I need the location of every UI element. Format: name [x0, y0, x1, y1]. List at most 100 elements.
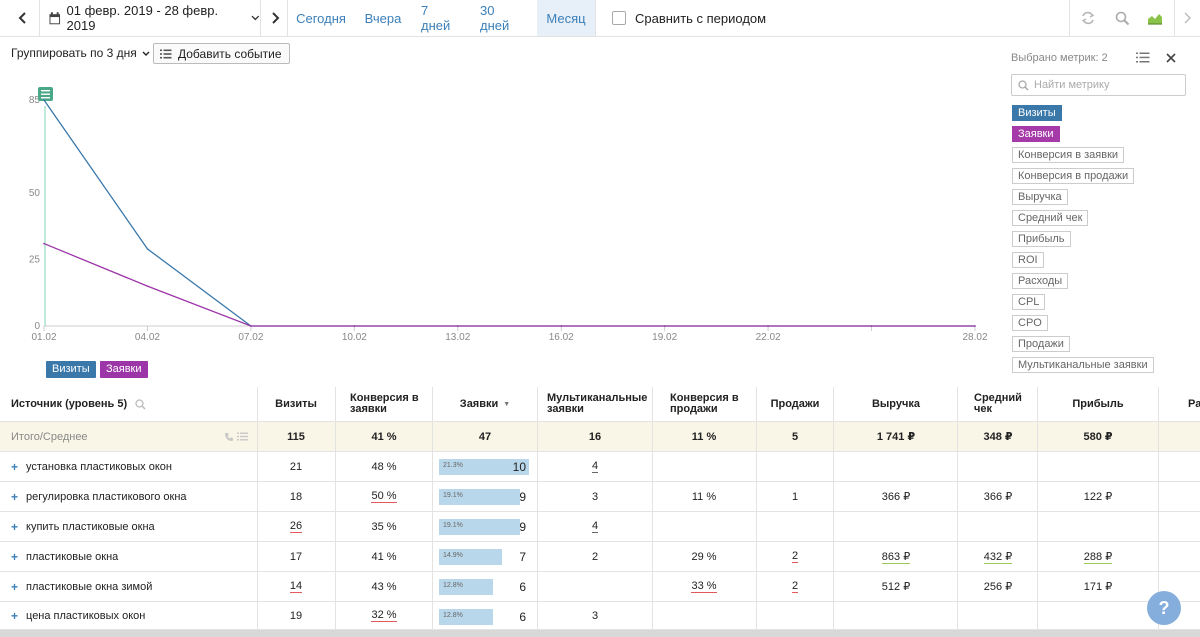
search-icon[interactable]	[135, 398, 146, 410]
chart-view-button[interactable]	[1145, 0, 1165, 36]
search-button[interactable]	[1112, 0, 1132, 36]
close-metrics-button[interactable]	[1166, 51, 1176, 66]
metric-chip[interactable]: Конверсия в заявки	[1012, 147, 1125, 163]
cell-avg_check	[958, 602, 1038, 629]
column-divider	[1037, 387, 1038, 630]
table-row[interactable]: + регулировка пластикового окна 18 50 % 3 11 …	[0, 482, 1200, 512]
metric-chip[interactable]: Средний чек	[1012, 210, 1089, 226]
header-requests[interactable]: Заявки ▼	[459, 397, 511, 410]
cell-profit: 122 ₽	[1083, 491, 1113, 503]
next-period-button[interactable]	[262, 0, 288, 36]
table-row[interactable]: + установка пластиковых окон 21 48 % 4 21.3% 1…	[0, 452, 1200, 482]
legend-requests[interactable]: Заявки	[100, 361, 148, 378]
requests-bar-cell: 14.9% 7	[439, 549, 529, 565]
expand-icon[interactable]: +	[11, 608, 19, 623]
expand-icon[interactable]: +	[11, 549, 19, 564]
prev-period-button[interactable]	[10, 0, 36, 36]
series-line-visits	[43, 99, 975, 327]
group-by-dropdown[interactable]: Группировать по 3 дня	[11, 46, 150, 60]
header-conversion-requests[interactable]: Конверсия в заявки	[350, 392, 419, 415]
table-row[interactable]: + цена пластиковых окон 19 32 % 3 12.8% 6	[0, 602, 1200, 630]
metric-chip[interactable]: Заявки	[1012, 126, 1060, 142]
cell-profit	[1038, 602, 1158, 629]
expand-icon[interactable]: +	[11, 519, 19, 534]
header-conversion-sales[interactable]: Конверсия в продажи	[670, 392, 739, 415]
compare-checkbox[interactable]	[612, 11, 626, 25]
source-cell[interactable]: + установка пластиковых окон	[11, 452, 172, 481]
metric-chip[interactable]: Продажи	[1012, 336, 1070, 352]
divider	[595, 0, 596, 36]
metric-chip[interactable]: Выручка	[1012, 189, 1068, 205]
period-7-days-button[interactable]: 7 дней	[421, 3, 451, 33]
legend-visits[interactable]: Визиты	[46, 361, 96, 378]
requests-bar-cell: 19.1% 9	[439, 519, 529, 535]
source-cell[interactable]: + купить пластиковые окна	[11, 512, 155, 541]
requests-value: 9	[519, 520, 526, 534]
header-average-check[interactable]: Средний чек	[974, 392, 1022, 415]
event-flag-line	[41, 93, 50, 95]
horizontal-scrollbar[interactable]	[0, 630, 1200, 637]
expand-icon[interactable]: +	[11, 579, 19, 594]
header-cut-off[interactable]: Ра	[1188, 397, 1200, 410]
source-cell[interactable]: + регулировка пластикового окна	[11, 482, 187, 511]
divider	[287, 0, 288, 36]
cell-conv_req: 43 %	[371, 580, 397, 593]
add-event-button[interactable]: Добавить событие	[153, 43, 290, 64]
table-row[interactable]: + купить пластиковые окна 26 35 % 4 19.1% 9	[0, 512, 1200, 542]
metrics-menu-button[interactable]	[1136, 51, 1150, 66]
source-cell[interactable]: + цена пластиковых окон	[11, 602, 145, 629]
data-point	[146, 285, 149, 287]
compare-label: Сравнить с периодом	[635, 10, 767, 26]
requests-bar-cell: 12.8% 6	[439, 579, 529, 595]
period-30-days-button[interactable]: 30 дней	[480, 3, 510, 33]
table-row[interactable]: + пластиковые окна 17 41 % 2 29 % 2 863 ₽ 432 ₽ 2…	[0, 542, 1200, 572]
header-source[interactable]: Источник (уровень 5)	[11, 387, 146, 421]
requests-value: 6	[519, 610, 526, 624]
source-cell[interactable]: + пластиковые окна зимой	[11, 572, 152, 601]
metric-chip[interactable]: Расходы	[1012, 273, 1069, 289]
metric-chip[interactable]: Визиты	[1012, 105, 1062, 121]
total-row-tools[interactable]	[224, 422, 248, 451]
more-button[interactable]	[1180, 0, 1196, 36]
toolbar: 01 февр. 2019 - 28 февр. 2019 Сегодня Вч…	[0, 0, 1200, 37]
expand-icon[interactable]: +	[11, 489, 19, 504]
header-sales[interactable]: Продажи	[770, 397, 820, 410]
help-button[interactable]: ?	[1147, 591, 1181, 625]
column-divider	[756, 387, 757, 630]
source-cell[interactable]: + пластиковые окна	[11, 542, 118, 571]
table-row[interactable]: + пластиковые окна зимой 14 43 % 33 % 2 512 ₽ 2…	[0, 572, 1200, 602]
metric-chip[interactable]: Мультиканальные заявки	[1012, 357, 1154, 373]
cell-multi	[538, 572, 652, 601]
total-multichannel: 16	[588, 430, 602, 443]
metric-search-placeholder: Найти метрику	[1034, 79, 1110, 91]
cell-conv_req: 48 %	[371, 460, 397, 473]
cell-sales: 2	[791, 550, 799, 563]
data-point	[353, 325, 356, 327]
metric-chip[interactable]: CPL	[1012, 294, 1046, 310]
expand-icon[interactable]: +	[11, 459, 19, 474]
cell-sales: 1	[791, 490, 799, 503]
source-name: купить пластиковые окна	[26, 520, 155, 533]
requests-value: 7	[519, 550, 526, 564]
column-divider	[537, 387, 538, 630]
cell-conv_req: 41 %	[371, 550, 397, 563]
compare-period-toggle[interactable]: Сравнить с периодом	[612, 0, 766, 36]
header-profit[interactable]: Прибыль	[1072, 397, 1124, 410]
chevron-down-icon	[142, 51, 150, 56]
column-divider	[652, 387, 653, 630]
header-multichannel-requests[interactable]: Мультиканальные заявки	[547, 392, 648, 415]
metric-chip[interactable]: Прибыль	[1012, 231, 1071, 247]
date-range-picker[interactable]: 01 февр. 2019 - 28 февр. 2019	[40, 0, 260, 36]
period-yesterday-button[interactable]: Вчера	[364, 10, 402, 26]
header-revenue[interactable]: Выручка	[871, 397, 921, 410]
header-visits[interactable]: Визиты	[275, 397, 317, 410]
metric-chip[interactable]: ROI	[1012, 252, 1044, 268]
period-month-button[interactable]: Месяц	[537, 0, 595, 36]
period-today-button[interactable]: Сегодня	[296, 10, 346, 26]
metric-chip[interactable]: CPO	[1012, 315, 1048, 331]
cell-sales: 2	[791, 580, 799, 593]
column-divider	[257, 387, 258, 630]
refresh-button[interactable]	[1078, 0, 1098, 36]
metric-chip[interactable]: Конверсия в продажи	[1012, 168, 1135, 184]
metric-search-input[interactable]: Найти метрику	[1011, 74, 1186, 96]
